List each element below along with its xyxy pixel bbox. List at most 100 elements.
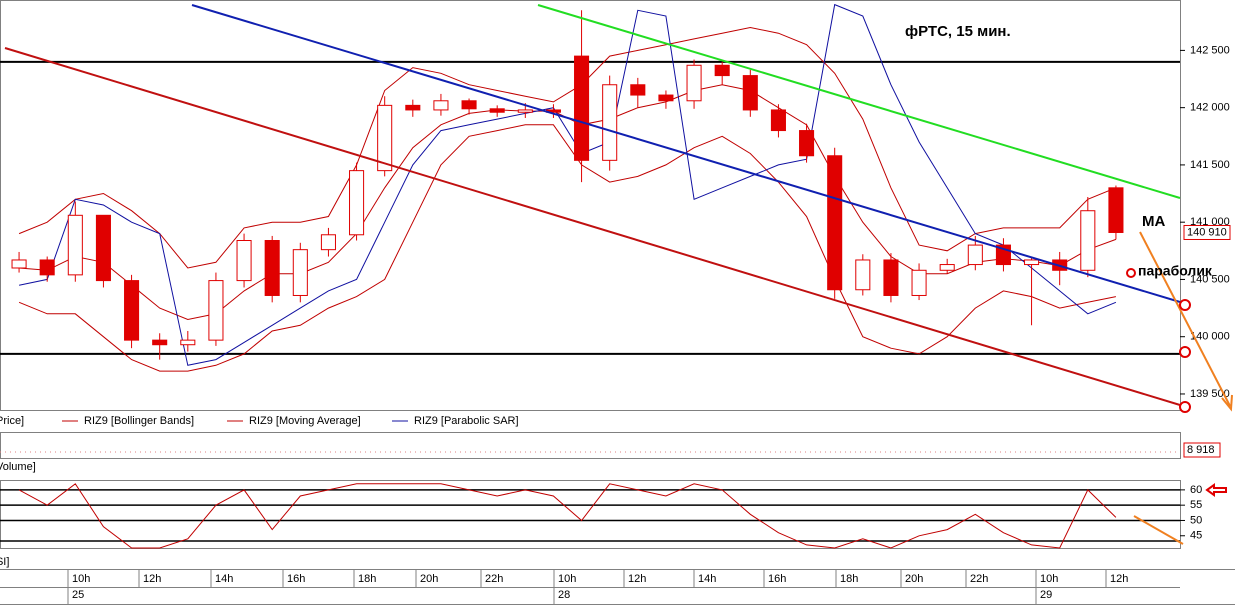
- bollinger-band: [18, 124, 1116, 372]
- candle-body: [714, 64, 730, 77]
- candle-body: [658, 94, 674, 102]
- moving-average: [19, 84, 1117, 321]
- annotation: параболик: [1138, 263, 1213, 279]
- legend-price: Price]: [0, 415, 24, 427]
- x-tick-label: 20h: [420, 573, 438, 585]
- candle-body: [489, 108, 505, 113]
- candle-body: [911, 269, 927, 296]
- candle-body: [799, 130, 815, 157]
- legend-label: RIZ9 [Bollinger Bands]: [84, 415, 194, 427]
- rsi-line: [18, 483, 1117, 549]
- candle-body: [461, 100, 477, 110]
- candle-body: [349, 170, 365, 236]
- trend-line-blue: [191, 4, 1181, 303]
- candle-body: [939, 264, 955, 271]
- price-tag-label: 140 910: [1187, 226, 1227, 238]
- rsi-tick-label: 60: [1190, 484, 1202, 496]
- candle-body: [180, 339, 196, 346]
- price-panel: [0, 0, 1181, 411]
- x-tick-label: 14h: [698, 573, 716, 585]
- price-tag: [1183, 224, 1231, 240]
- x-tick-label: 14h: [215, 573, 233, 585]
- candle-body: [320, 234, 336, 251]
- candle-body: [208, 280, 224, 341]
- x-tick-label: 10h: [72, 573, 90, 585]
- y-tick-label: 140 500: [1190, 273, 1230, 285]
- legend-label: RIZ9 [Parabolic SAR]: [414, 415, 519, 427]
- volume-panel: [0, 432, 1181, 459]
- candle-body: [152, 339, 168, 346]
- candle-body: [124, 280, 140, 341]
- x-tick-label: 16h: [768, 573, 786, 585]
- rsi-tick-label: 50: [1190, 514, 1202, 526]
- annotation: MA: [1142, 213, 1165, 230]
- y-tick-label: 140 000: [1190, 331, 1230, 343]
- x-tick-label: 12h: [143, 573, 161, 585]
- candle-body: [770, 109, 786, 132]
- trend-line-red: [4, 47, 1181, 406]
- candle-body: [292, 249, 308, 296]
- x-tick-label: 10h: [558, 573, 576, 585]
- bollinger-band: [18, 26, 1117, 269]
- parabolic-sar: [18, 3, 1117, 366]
- candle-body: [67, 214, 83, 276]
- candle-body: [967, 244, 983, 266]
- candle-body: [39, 259, 55, 276]
- candle-body: [11, 259, 27, 269]
- arrow-red: [1205, 483, 1227, 497]
- x-tick-label: 22h: [485, 573, 503, 585]
- candle-body: [742, 75, 758, 111]
- candle-body: [405, 104, 421, 111]
- x-tick-label: 18h: [358, 573, 376, 585]
- marker-circle: [1179, 299, 1191, 311]
- volume-tag: [1183, 442, 1221, 458]
- arrow-orange-rsi: [1133, 515, 1184, 545]
- candle-body: [574, 55, 590, 161]
- x-tick-label: 22h: [970, 573, 988, 585]
- candle-body: [1024, 259, 1040, 266]
- rsi-tick-label: 55: [1190, 499, 1202, 511]
- candle-body: [827, 155, 843, 291]
- candle-body: [883, 259, 899, 296]
- candle-body: [1080, 210, 1096, 271]
- rsi-panel: [0, 480, 1181, 549]
- candle-body: [602, 84, 618, 161]
- legend-label: RIZ9 [Moving Average]: [249, 415, 361, 427]
- rsi-tick-label: 45: [1190, 530, 1202, 542]
- date-label: 28: [558, 589, 570, 601]
- x-tick-label: 18h: [840, 573, 858, 585]
- date-label: 29: [1040, 589, 1052, 601]
- arrow-orange: [1139, 231, 1231, 407]
- candle-body: [236, 240, 252, 282]
- x-tick-label: 16h: [287, 573, 305, 585]
- volume-tag-label: 8 918: [1187, 444, 1215, 456]
- candle-body: [1108, 187, 1124, 233]
- marker-circle: [1179, 346, 1191, 358]
- date-label: 25: [72, 589, 84, 601]
- y-tick-label: 142 500: [1190, 44, 1230, 56]
- candle-body: [264, 240, 280, 296]
- y-tick-label: 141 500: [1190, 159, 1230, 171]
- y-tick-label: 139 500: [1190, 388, 1230, 400]
- candle-body: [686, 64, 702, 102]
- x-tick-label: 10h: [1040, 573, 1058, 585]
- y-tick-label: 142 000: [1190, 102, 1230, 114]
- candle-body: [517, 109, 533, 113]
- trend-line-green: [537, 4, 1181, 199]
- x-tick-label: 12h: [1110, 573, 1128, 585]
- x-tick-label: 20h: [905, 573, 923, 585]
- candle-body: [377, 104, 393, 172]
- rsi-label: RSI]: [0, 556, 9, 568]
- candle-body: [95, 214, 111, 282]
- x-tick-label: 12h: [628, 573, 646, 585]
- marker-circle: [1126, 268, 1136, 278]
- arrow-head: [1221, 394, 1233, 412]
- candle-body: [855, 259, 871, 291]
- candle-body: [433, 100, 449, 111]
- candle-body: [630, 84, 646, 96]
- volume-label: Volume]: [0, 461, 36, 473]
- marker-circle: [1179, 401, 1191, 413]
- chart-title: фРТС, 15 мин.: [905, 23, 1011, 40]
